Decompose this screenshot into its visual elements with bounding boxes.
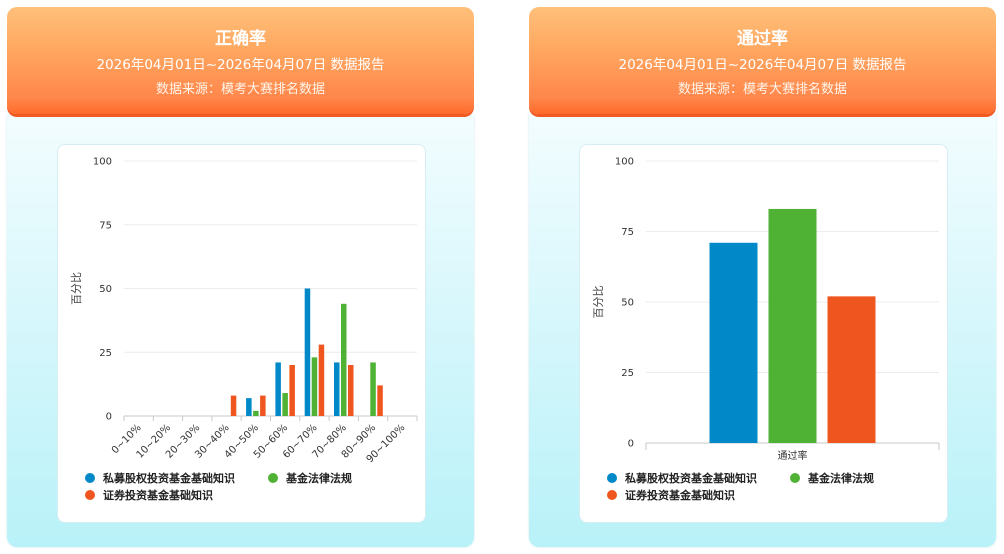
legend-label: 私募股权投资基金基础知识 [103, 472, 235, 485]
legend-marker [607, 473, 617, 483]
panel-title: 正确率 [215, 29, 266, 49]
bar [246, 398, 252, 416]
y-tick-label: 100 [93, 157, 112, 168]
legend-item[interactable]: 证券投资基金基础知识 [607, 487, 735, 503]
legend-marker [85, 490, 95, 500]
legend-item[interactable]: 基金法律法规 [790, 470, 874, 486]
bar [311, 357, 318, 416]
panel-header: 通过率 2026年04月01日~2026年04月07日 数据报告 数据来源：模考… [529, 7, 996, 114]
bar [768, 208, 817, 443]
pass-rate-panel: 通过率 2026年04月01日~2026年04月07日 数据报告 数据来源：模考… [529, 7, 996, 547]
legend-marker [607, 490, 617, 500]
bar [289, 365, 295, 416]
panel-header: 正确率 2026年04月01日~2026年04月07日 数据报告 数据来源：模考… [7, 7, 474, 114]
y-axis-label: 百分比 [70, 272, 83, 305]
bar [334, 362, 340, 416]
y-tick-label: 0 [106, 412, 112, 423]
data-source: 数据来源：模考大赛排名数据 [155, 82, 325, 97]
legend-label: 证券投资基金基础知识 [625, 489, 735, 502]
legend-label: 基金法律法规 [808, 472, 874, 485]
bar [260, 395, 266, 416]
chart-card: 0 25 50 75 100 百分比通过率 私募股权投资基金基础知识 基金法律法规证券投资基… [579, 144, 948, 523]
y-tick-label: 0 [628, 439, 634, 450]
legend-label: 基金法律法规 [286, 472, 352, 485]
y-tick-label: 25 [99, 348, 112, 359]
bar [348, 365, 354, 416]
bar [253, 410, 259, 416]
report-date-range: 2026年04月01日~2026年04月07日 数据报告 [618, 57, 907, 73]
y-tick-label: 75 [621, 227, 634, 238]
bar [709, 242, 758, 443]
legend-label: 私募股权投资基金基础知识 [625, 472, 757, 485]
legend-item[interactable]: 证券投资基金基础知识 [85, 487, 213, 503]
bar [341, 303, 347, 416]
legend-item[interactable]: 基金法律法规 [268, 470, 352, 486]
x-tick-label: 通过率 [778, 449, 808, 462]
bar [282, 393, 288, 416]
bar [275, 362, 281, 416]
bar [377, 385, 383, 416]
bar [370, 362, 376, 416]
legend-marker [85, 473, 95, 483]
y-tick-label: 25 [621, 368, 634, 379]
y-tick-label: 50 [99, 284, 112, 295]
bar [827, 296, 876, 443]
legend-marker [268, 473, 278, 483]
y-tick-label: 50 [621, 298, 634, 309]
data-source: 数据来源：模考大赛排名数据 [677, 82, 847, 97]
accuracy-chart: 0255075100百分比0~10%10~20%20~30%30~40%40~5… [70, 157, 418, 465]
report-date-range: 2026年04月01日~2026年04月07日 数据报告 [96, 57, 385, 73]
panel-title: 通过率 [737, 29, 788, 49]
bar [304, 288, 311, 416]
y-axis-label: 百分比 [592, 286, 605, 319]
accuracy-panel: 正确率 2026年04月01日~2026年04月07日 数据报告 数据来源：模考… [7, 7, 474, 547]
legend-item[interactable]: 私募股权投资基金基础知识 [85, 470, 235, 486]
legend-marker [790, 473, 800, 483]
legend-label: 证券投资基金基础知识 [103, 489, 213, 502]
bar [318, 344, 325, 416]
y-tick-label: 100 [615, 157, 634, 168]
bar [230, 395, 237, 416]
legend-item[interactable]: 私募股权投资基金基础知识 [607, 470, 757, 486]
y-tick-label: 75 [99, 220, 112, 231]
chart-card: 0 25 50 75 100 百分比 0~10% 10~20% 20~30% 30~40% 40~5… [57, 144, 426, 523]
